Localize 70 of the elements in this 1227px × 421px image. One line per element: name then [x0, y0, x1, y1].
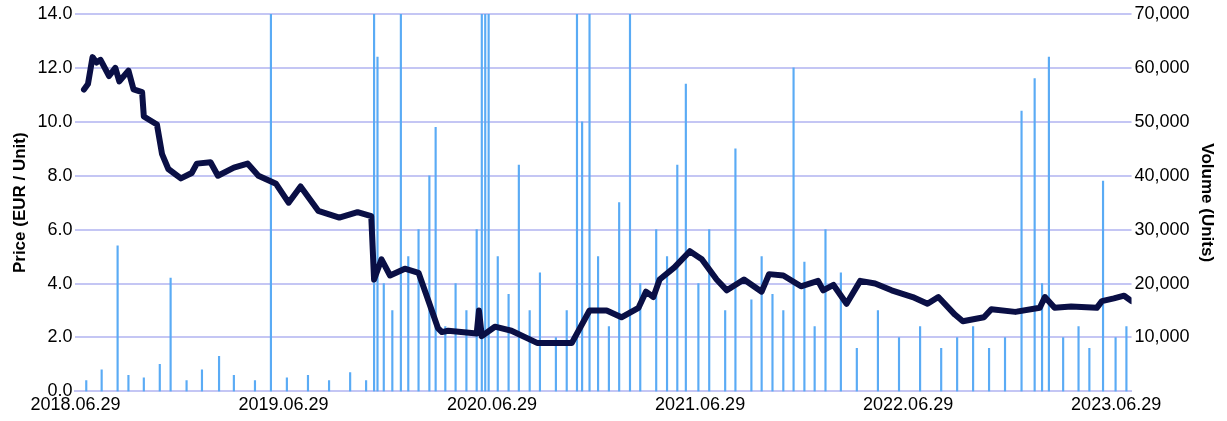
x-tick-label: 2022.06.29: [863, 394, 954, 415]
bar: [940, 347, 943, 392]
bar: [327, 380, 331, 392]
bar: [1033, 78, 1036, 392]
bar: [487, 14, 490, 392]
bar: [972, 326, 975, 392]
y-tick-label: 14.0: [37, 2, 73, 23]
bar: [724, 310, 727, 392]
bar: [253, 380, 257, 392]
y-tick-label: 4.0: [47, 272, 73, 293]
bar: [750, 299, 753, 392]
bar: [956, 337, 959, 392]
bar: [382, 283, 385, 392]
bar: [1047, 56, 1050, 392]
bar: [158, 364, 161, 392]
bar: [824, 229, 827, 392]
bar: [417, 229, 420, 392]
bar: [269, 14, 273, 392]
bar: [684, 83, 687, 392]
bar: [628, 14, 632, 392]
bar: [185, 380, 188, 392]
y2-tick-label: 40,000: [1134, 164, 1190, 185]
y-tick-label: 8.0: [47, 164, 73, 185]
bar: [169, 277, 172, 392]
bar: [782, 310, 785, 392]
bar: [116, 245, 119, 392]
x-tick-label: 2023.06.29: [1071, 394, 1162, 415]
bar: [792, 67, 795, 392]
bar: [897, 337, 901, 392]
bar: [217, 356, 221, 392]
x-tick-label: 2020.06.29: [447, 394, 538, 415]
x-tick-label: 2019.06.29: [238, 394, 329, 415]
y-tick-label: 6.0: [47, 218, 73, 239]
y-tick-label: 2.0: [47, 326, 73, 347]
bar: [813, 326, 816, 392]
bar: [1077, 326, 1080, 392]
y-tick-label: 12.0: [37, 56, 73, 77]
bar: [1020, 110, 1023, 392]
bar: [517, 164, 520, 392]
bar: [1003, 337, 1007, 392]
bar: [391, 310, 394, 392]
bar: [484, 14, 487, 392]
bar: [85, 380, 88, 392]
y2-tick-label: 20,000: [1134, 272, 1190, 293]
bar: [1125, 326, 1128, 392]
y2-tick-label: 50,000: [1134, 110, 1190, 131]
x-tick-label: 2021.06.29: [655, 394, 746, 415]
y-axis-title: Price (EUR / Unit): [9, 132, 29, 274]
bar: [1088, 347, 1091, 392]
y-tick-label: 10.0: [37, 110, 73, 131]
bar: [399, 14, 402, 392]
y2-tick-label: 60,000: [1134, 56, 1190, 77]
bar: [876, 310, 879, 392]
bar: [349, 372, 352, 392]
bar: [855, 347, 858, 392]
y2-tick-label: 70,000: [1134, 2, 1190, 23]
y2-axis-title: Volume (Units): [1198, 143, 1218, 263]
y2-tick-label: 30,000: [1134, 218, 1190, 239]
bar: [365, 380, 368, 392]
bar: [919, 326, 922, 392]
bar: [771, 294, 774, 392]
bar: [607, 326, 610, 392]
bar: [697, 283, 700, 392]
bar: [588, 14, 591, 392]
bar: [127, 374, 130, 392]
y2-tick-label: 10,000: [1134, 326, 1190, 347]
bar: [987, 347, 991, 392]
bar: [1114, 337, 1117, 392]
bar: [734, 148, 737, 392]
bar: [1062, 337, 1065, 392]
